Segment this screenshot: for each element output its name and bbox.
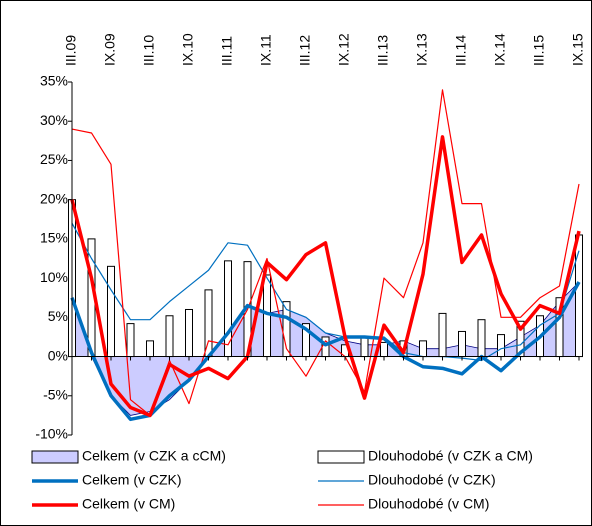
bar	[477, 319, 486, 358]
bar	[497, 334, 505, 358]
y-tick-label: 15%	[40, 230, 68, 246]
x-tick-label: III.11	[219, 36, 235, 66]
y-tick-label: 25%	[40, 151, 68, 167]
bar	[165, 315, 174, 358]
x-tick-label: IX.13	[414, 33, 430, 66]
x-tick-label: IX.12	[336, 33, 352, 66]
legend-label: Dlouhodobé (v CZK)	[368, 472, 496, 488]
bar	[380, 341, 388, 358]
line	[70, 135, 581, 418]
bar	[263, 274, 271, 358]
y-tick-label: 20%	[40, 190, 68, 206]
legend-swatch	[317, 450, 365, 464]
y-tick-label: -10%	[35, 426, 68, 442]
x-tick-label: III.10	[141, 35, 157, 66]
bar	[458, 330, 466, 358]
x-tick-label: III.12	[297, 35, 313, 66]
x-tick-label: III.15	[531, 35, 547, 66]
legend-label: Dlouhodobé (v CM)	[368, 496, 489, 512]
x-tick-label: IX.14	[492, 33, 508, 66]
y-tick-label: 35%	[40, 73, 68, 89]
y-tick-label: 0%	[48, 347, 68, 363]
bar	[438, 312, 447, 358]
bar	[146, 340, 154, 358]
legend-swatch	[31, 450, 79, 464]
legend-label: Celkem (v CM)	[82, 496, 175, 512]
bar	[224, 260, 232, 358]
legend-label: Celkem (v CZK a cCM)	[82, 448, 226, 464]
y-tick-label: 5%	[48, 308, 68, 324]
x-tick-label: III.09	[63, 35, 79, 66]
x-tick-label: IX.10	[180, 33, 196, 66]
x-tick-label: IX.09	[102, 33, 118, 66]
bar	[321, 336, 330, 358]
y-tick-label: 10%	[40, 269, 68, 285]
bar	[107, 265, 115, 358]
x-tick-label: III.14	[453, 35, 469, 66]
legend-label: Dlouhodobé (v CZK a CM)	[368, 448, 533, 464]
legend-label: Celkem (v CZK)	[82, 472, 182, 488]
y-tick-label: 30%	[40, 112, 68, 128]
line	[71, 222, 580, 362]
bar	[126, 323, 135, 358]
x-tick-label: IX.15	[570, 33, 586, 66]
bar	[204, 289, 213, 358]
x-tick-label: IX.11	[258, 34, 274, 66]
line	[70, 281, 581, 422]
bar	[575, 234, 583, 358]
bar	[185, 308, 193, 358]
bar	[360, 336, 369, 358]
bar	[419, 340, 427, 358]
x-tick-label: III.13	[375, 35, 391, 66]
y-tick-label: -5%	[43, 386, 68, 402]
